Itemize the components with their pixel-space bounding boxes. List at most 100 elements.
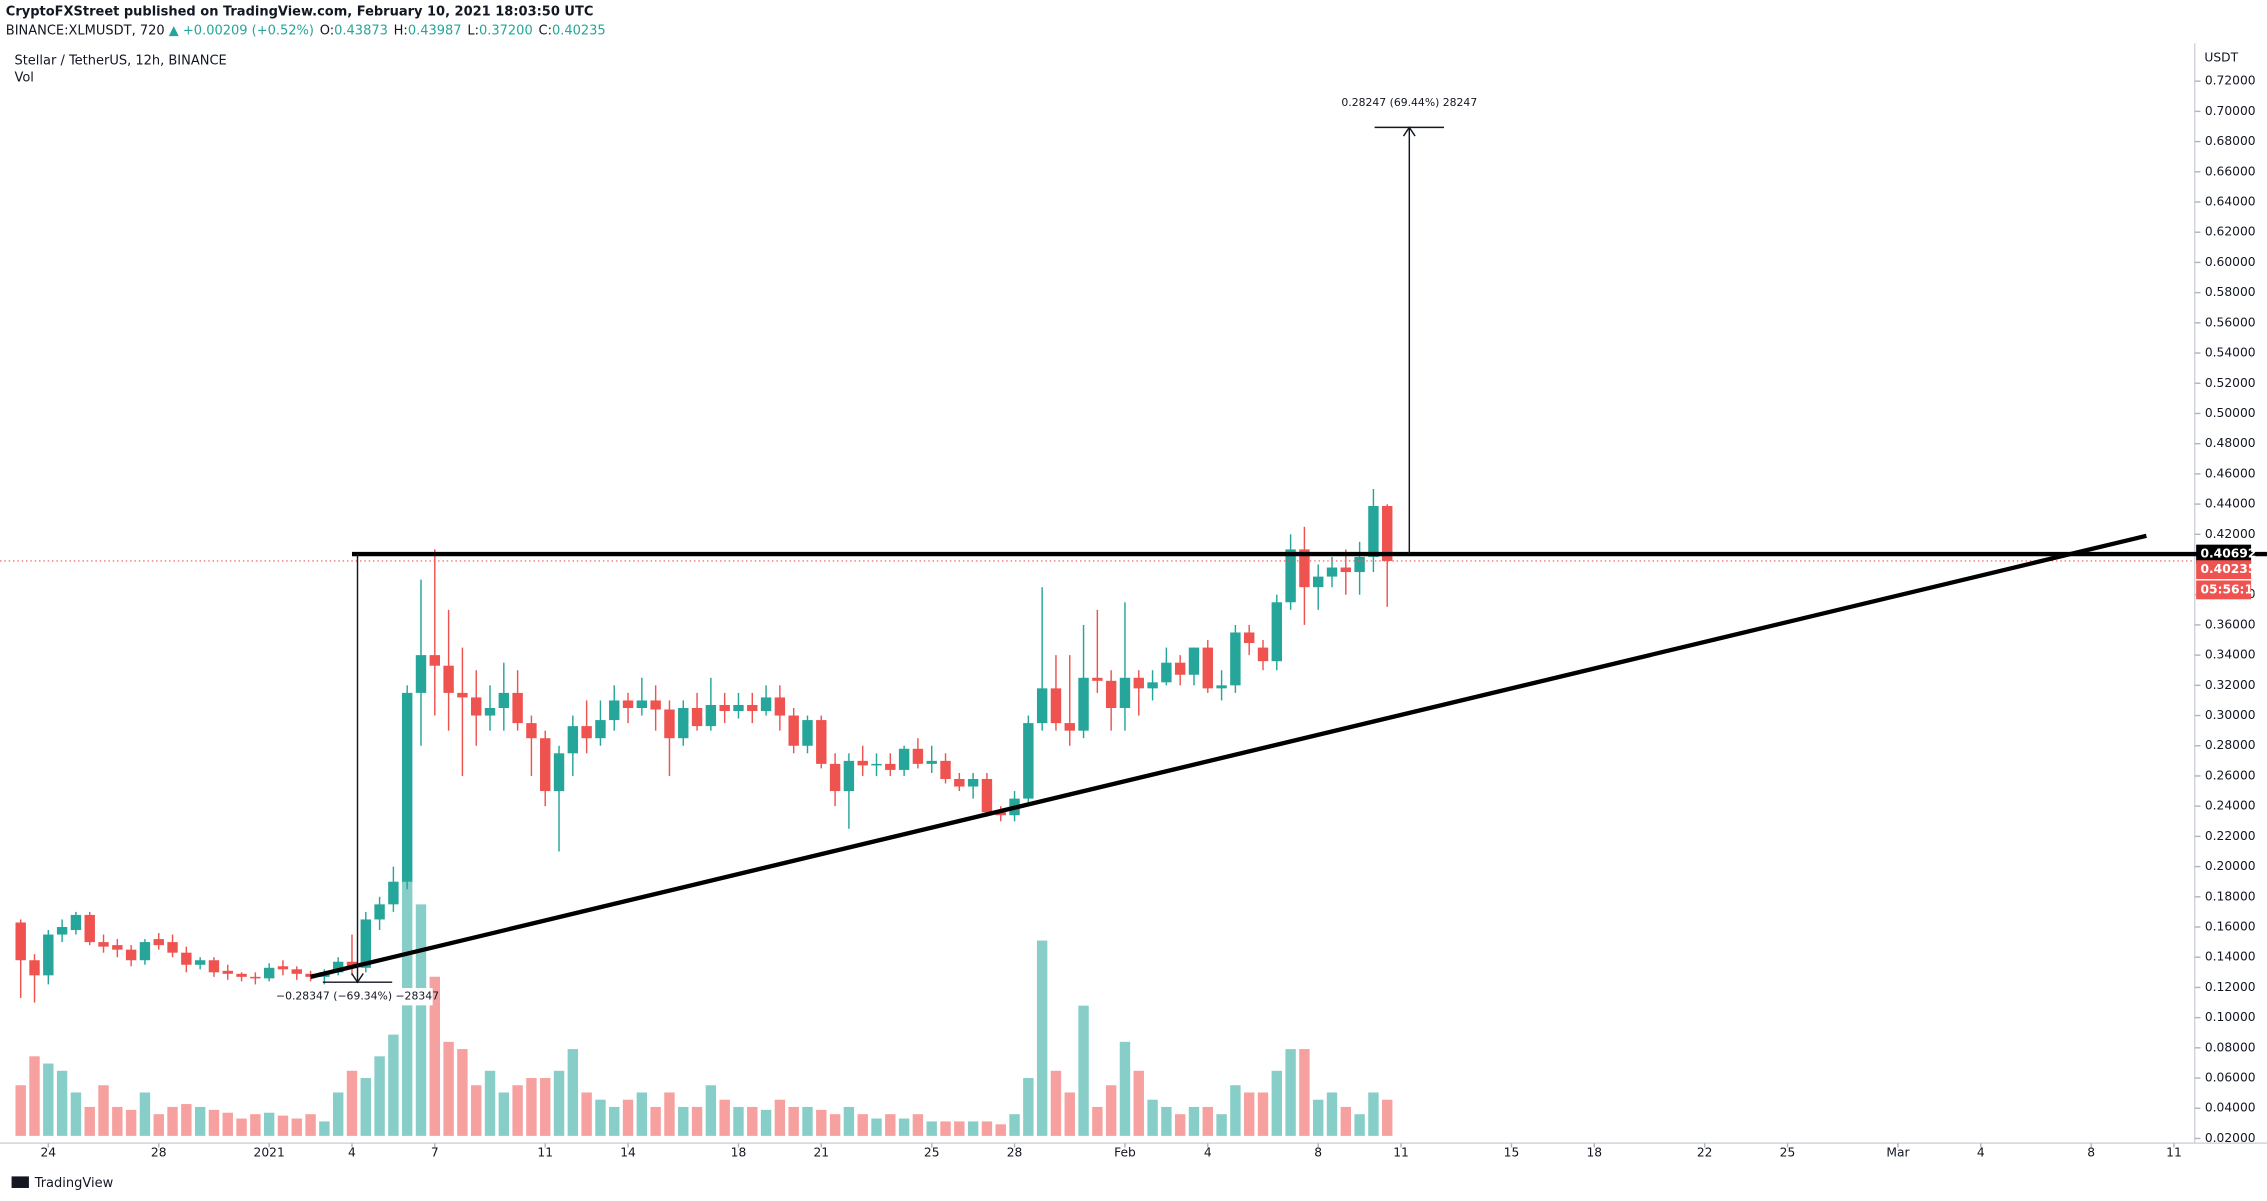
y-tick-label: 0.70000 xyxy=(2205,104,2256,118)
volume-bar xyxy=(43,1063,54,1136)
candle-body xyxy=(512,692,523,724)
volume-bar xyxy=(733,1106,744,1136)
volume-bar xyxy=(1064,1092,1075,1136)
volume-bar xyxy=(898,1118,910,1136)
ohlc-value: 0.40235 xyxy=(552,23,606,38)
candle-body xyxy=(1064,723,1075,731)
candle-body xyxy=(125,949,137,961)
volume-bar xyxy=(305,1114,316,1136)
ohlc-value: 0.43873 xyxy=(334,23,388,38)
volume-bar xyxy=(388,1034,399,1136)
candle-body xyxy=(898,748,910,770)
countdown-bg xyxy=(2196,580,2252,600)
candle-body xyxy=(691,707,703,727)
y-tick-label: 0.18000 xyxy=(2205,889,2256,903)
y-tick-label: 0.20000 xyxy=(2205,859,2256,873)
candle-body xyxy=(1340,567,1352,573)
volume-bar xyxy=(125,1109,137,1136)
y-tick-label: 0.02000 xyxy=(2205,1131,2256,1145)
x-tick-label: 18 xyxy=(731,1146,747,1160)
candle-body xyxy=(1188,647,1200,675)
x-tick-label: 8 xyxy=(2087,1146,2095,1160)
y-tick-label: 0.66000 xyxy=(2205,164,2256,178)
volume-bar xyxy=(636,1092,648,1136)
volume-bar xyxy=(1271,1070,1283,1136)
candle-body xyxy=(636,700,648,708)
candle-body xyxy=(1174,662,1186,675)
volume-bar xyxy=(691,1106,703,1136)
volume-bar xyxy=(1340,1106,1352,1136)
candle-body xyxy=(167,942,178,953)
y-tick-label: 0.62000 xyxy=(2205,225,2256,239)
y-tick-label: 0.60000 xyxy=(2205,255,2256,269)
volume-bar xyxy=(208,1109,220,1136)
measure-label-bg xyxy=(1334,94,1485,112)
ohlc-key: O: xyxy=(320,23,334,38)
candle-body xyxy=(332,961,344,973)
volume-bar xyxy=(1285,1049,1296,1136)
volume-bar xyxy=(98,1085,109,1136)
y-tick-label: 0.04000 xyxy=(2205,1101,2256,1115)
volume-bar xyxy=(1105,1085,1117,1136)
volume-bar xyxy=(1174,1114,1186,1136)
x-tick-label: 4 xyxy=(348,1146,356,1160)
volume-bar xyxy=(954,1121,965,1136)
volume-bar xyxy=(1299,1049,1310,1136)
volume-bar xyxy=(581,1092,592,1136)
candle-body xyxy=(498,692,510,708)
y-tick-label: 0.72000 xyxy=(2205,74,2256,88)
candle-body xyxy=(940,760,951,779)
volume-bar xyxy=(360,1078,371,1136)
candle-body xyxy=(1382,506,1393,561)
candle-body xyxy=(429,655,441,666)
last-price: 0.40235 xyxy=(2200,562,2256,576)
volume-bar xyxy=(181,1104,192,1136)
candle-body xyxy=(1230,632,1241,686)
volume-bar xyxy=(857,1114,868,1136)
measure-label: 0.28247 (69.44%) 28247 xyxy=(1341,96,1477,109)
volume-bar xyxy=(429,976,441,1136)
x-tick-label: Mar xyxy=(1886,1146,1910,1160)
candle-body xyxy=(967,778,979,787)
trend-line xyxy=(310,533,2147,979)
x-tick-label: 18 xyxy=(1586,1146,1602,1160)
candle-body xyxy=(678,707,689,739)
x-tick-label: 25 xyxy=(1780,1146,1796,1160)
candle-body xyxy=(374,904,385,920)
volume-bar xyxy=(788,1106,799,1136)
candle-body xyxy=(540,738,551,792)
y-tick-label: 0.58000 xyxy=(2205,285,2256,299)
x-tick-label: 4 xyxy=(1204,1146,1212,1160)
volume-bar xyxy=(995,1124,1006,1136)
y-tick-label: 0.12000 xyxy=(2205,980,2256,994)
volume-bar xyxy=(236,1118,247,1136)
pair: Stellar / TetherUS, 12h, BINANCE xyxy=(14,53,226,68)
candle-body xyxy=(1243,632,1255,644)
volume-bar xyxy=(346,1070,358,1136)
ohlc-key: H: xyxy=(394,23,408,38)
candle-body xyxy=(194,960,206,965)
candle-body xyxy=(388,881,399,905)
candle-body xyxy=(1299,549,1310,588)
y-tick-label: 0.64000 xyxy=(2205,195,2256,209)
candle-body xyxy=(1313,576,1324,588)
candle-body xyxy=(774,697,786,716)
footer: TradingView xyxy=(34,1176,114,1191)
volume-bar xyxy=(1078,1005,1089,1136)
volume-bar xyxy=(112,1106,123,1136)
volume-bar xyxy=(153,1114,164,1136)
y-tick-label: 0.28000 xyxy=(2205,738,2256,752)
volume-bar xyxy=(553,1070,565,1136)
candle-body xyxy=(70,914,82,931)
y-tick-label: 0.46000 xyxy=(2205,466,2256,480)
volume-bar xyxy=(263,1112,275,1136)
volume-bar xyxy=(719,1099,730,1136)
candle-body xyxy=(926,760,937,764)
volume-bar xyxy=(940,1121,951,1136)
candle-body xyxy=(1354,556,1365,573)
candle-body xyxy=(236,973,247,977)
volume-bar xyxy=(981,1121,993,1136)
candle-body xyxy=(567,726,579,754)
volume-bar xyxy=(1382,1099,1393,1136)
candle-body xyxy=(1050,688,1062,724)
